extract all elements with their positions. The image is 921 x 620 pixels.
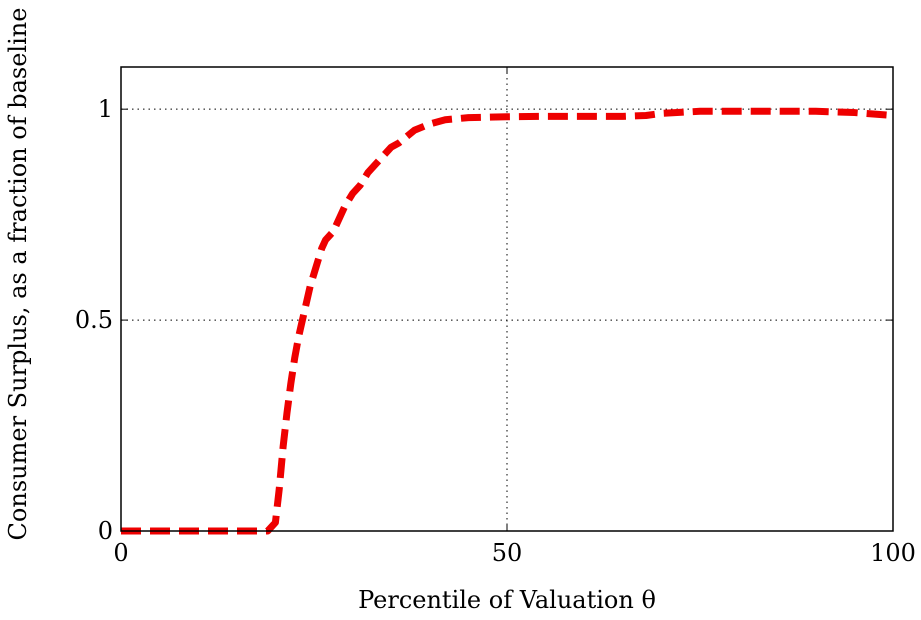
y-tick-label: 0 (98, 517, 113, 545)
series-line-0 (121, 107, 894, 535)
tick-layer: 0 50 100 0 0.5 1 (75, 67, 916, 567)
y-tick-label: 0.5 (75, 306, 113, 334)
y-tick-label: 1 (98, 95, 113, 123)
x-axis-label: Percentile of Valuation θ (358, 586, 656, 614)
series-layer (121, 107, 894, 535)
grid-layer (121, 67, 893, 531)
x-tick-label: 50 (492, 539, 523, 567)
y-axis-label: Consumer Surplus, as a fraction of basel… (4, 8, 32, 541)
x-tick-label: 0 (113, 539, 128, 567)
x-tick-label: 100 (870, 539, 916, 567)
